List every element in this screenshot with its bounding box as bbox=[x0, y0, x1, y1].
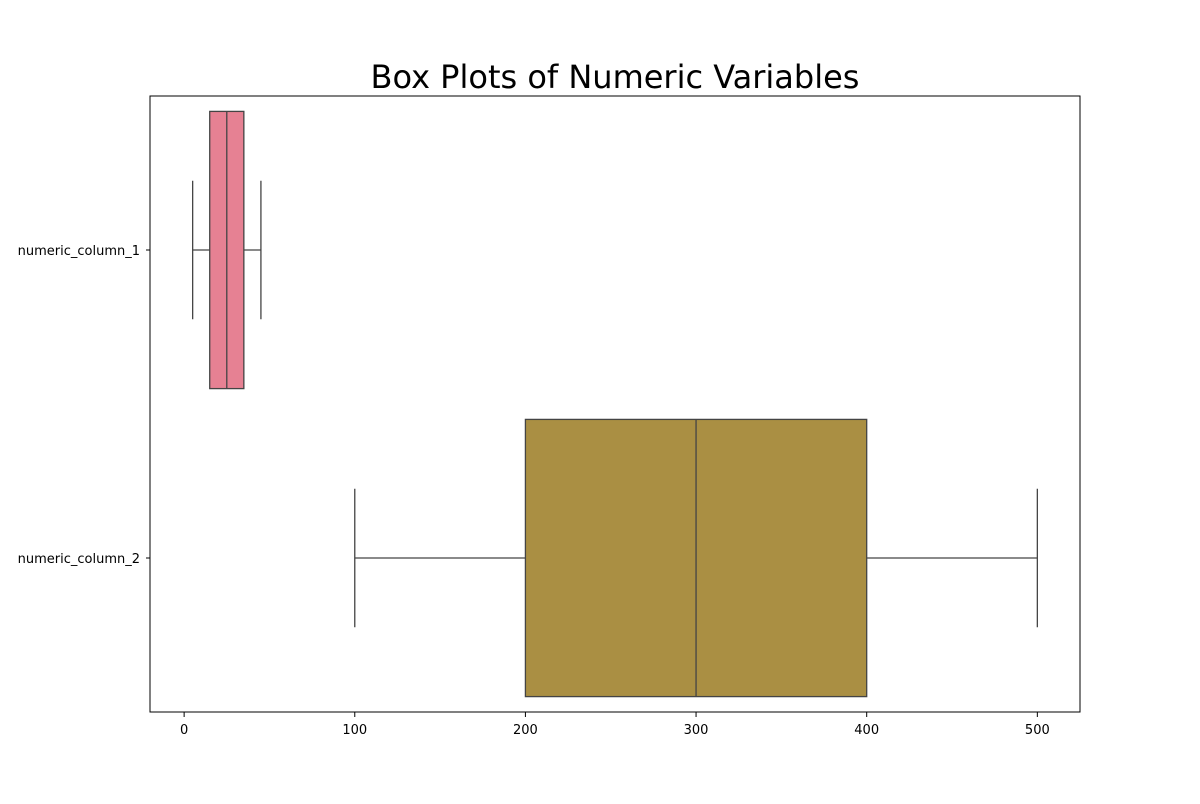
axes: numeric_column_1 numeric_column_2 0 100 200 3… bbox=[18, 95, 1081, 738]
plot-frame bbox=[149, 95, 1081, 713]
box-group bbox=[192, 110, 262, 390]
x-tick-label: 100 bbox=[342, 723, 367, 738]
x-tick-label: 200 bbox=[513, 723, 538, 738]
box-group bbox=[354, 418, 1038, 698]
y-tick-label: numeric_column_2 bbox=[18, 552, 140, 567]
y-tick-label: numeric_column_1 bbox=[18, 244, 140, 259]
plot-area bbox=[192, 110, 1038, 698]
x-tick-label: 500 bbox=[1025, 723, 1050, 738]
x-tick-label: 300 bbox=[684, 723, 709, 738]
x-tick-label: 0 bbox=[180, 723, 188, 738]
x-tick-label: 400 bbox=[854, 723, 879, 738]
chart-title: Box Plots of Numeric Variables bbox=[371, 58, 860, 96]
